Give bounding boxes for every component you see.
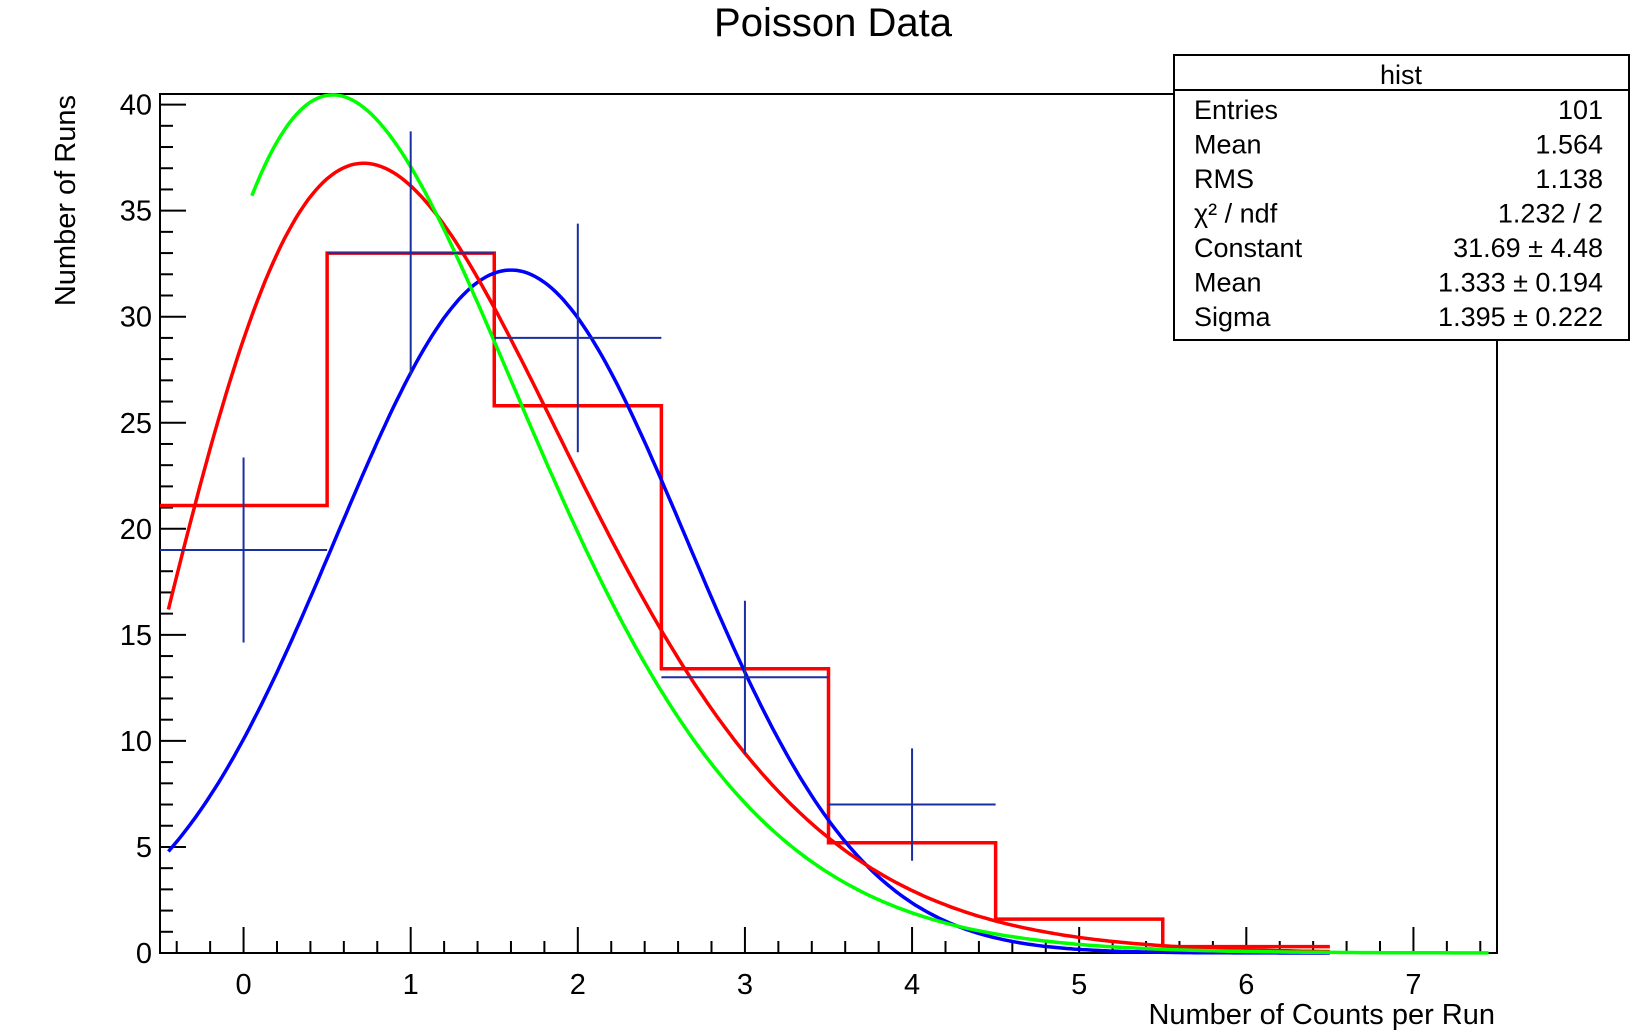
x-tick-label: 4 [904, 969, 920, 1001]
stats-row-label: χ² / ndf [1194, 199, 1278, 229]
stats-row-value: 1.138 [1535, 164, 1603, 194]
step-histogram [160, 251, 1330, 949]
stats-row-label: Entries [1194, 95, 1278, 125]
stats-row-label: RMS [1194, 164, 1254, 194]
stats-row-value: 101 [1558, 95, 1603, 125]
chart-title: Poisson Data [714, 1, 953, 45]
data-point [661, 600, 829, 754]
data-point [327, 131, 495, 375]
data-point [160, 457, 328, 643]
y-axis-label: Number of Runs [50, 95, 82, 306]
data-point [828, 748, 996, 861]
y-tick-label: 30 [120, 302, 152, 334]
y-tick-label: 40 [120, 90, 152, 122]
series-layer [160, 93, 1489, 955]
stats-row-value: 1.395 ± 0.222 [1438, 302, 1603, 332]
y-tick-label: 25 [120, 408, 152, 440]
stats-row-label: Sigma [1194, 302, 1272, 332]
fit-curve-2 [166, 161, 1330, 954]
stats-row-value: 1.232 / 2 [1498, 199, 1603, 229]
y-tick-label: 0 [136, 938, 152, 970]
y-tick-label: 5 [136, 832, 152, 864]
stats-row-value: 31.69 ± 4.48 [1453, 233, 1603, 263]
y-tick-label: 35 [120, 196, 152, 228]
stats-box-title: hist [1380, 60, 1423, 90]
x-axis-label: Number of Counts per Run [1148, 999, 1495, 1031]
stats-box: hist Entries 101 Mean 1.564 RMS 1.138 χ² / ndf… [1173, 54, 1630, 341]
data-point [494, 223, 662, 453]
x-tick-label: 5 [1071, 969, 1087, 1001]
stats-row-value: 1.333 ± 0.194 [1438, 268, 1603, 298]
fit-curve-3 [250, 93, 1489, 955]
stats-box-frame [1173, 54, 1630, 341]
y-tick-label: 20 [120, 514, 152, 546]
x-tick-label: 7 [1405, 969, 1421, 1001]
x-tick-label: 6 [1238, 969, 1254, 1001]
stats-row-value: 1.564 [1535, 130, 1603, 160]
stats-row-label: Mean [1194, 268, 1262, 298]
stats-row-label: Constant [1194, 233, 1303, 263]
x-tick-label: 1 [403, 969, 419, 1001]
fit-curve-1 [167, 268, 1330, 955]
y-axis: 0 5 10 15 20 25 30 35 40 [120, 90, 186, 970]
y-tick-label: 10 [120, 726, 152, 758]
x-tick-label: 0 [235, 969, 251, 1001]
stats-row-label: Mean [1194, 130, 1262, 160]
stats-rows: Entries 101 Mean 1.564 RMS 1.138 χ² / ndf 1.232… [1194, 95, 1603, 332]
x-tick-label: 3 [737, 969, 753, 1001]
plot-frame [159, 93, 1498, 954]
y-tick-label: 15 [120, 620, 152, 652]
x-tick-label: 2 [570, 969, 586, 1001]
x-axis: 0 1 2 3 4 5 6 7 [175, 927, 1482, 1001]
